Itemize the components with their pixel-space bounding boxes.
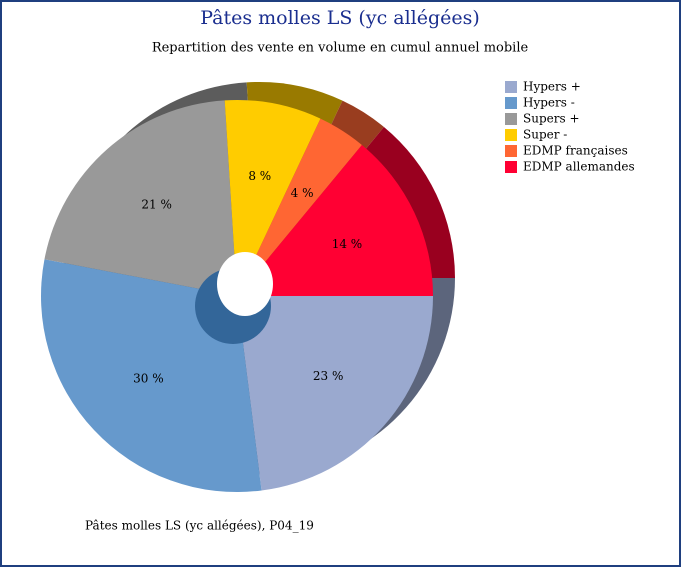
- legend-swatch: [505, 161, 517, 173]
- hole: [217, 252, 273, 316]
- legend-label: Hypers +: [523, 80, 581, 94]
- chart-title: Pâtes molles LS (yc allégées): [200, 7, 480, 29]
- data-label: 23 %: [313, 369, 344, 383]
- note: Pâtes molles LS (yc allégées), P04_19: [85, 519, 314, 533]
- slice: [44, 100, 238, 296]
- legend-swatch: [505, 97, 517, 109]
- legend-label: EDMP allemandes: [523, 160, 635, 174]
- legend-label: Super -: [523, 128, 567, 142]
- slice: [224, 100, 321, 297]
- legend-swatch: [505, 129, 517, 141]
- legend-label: EDMP françaises: [523, 144, 628, 158]
- legend-swatch: [505, 113, 517, 125]
- legend-swatch: [505, 81, 517, 93]
- slice: [237, 118, 362, 296]
- data-label: 8 %: [248, 169, 271, 183]
- data-label: 30 %: [133, 372, 164, 386]
- legend-label: Supers +: [523, 112, 580, 126]
- legend-label: Hypers -: [523, 96, 575, 110]
- data-label: 14 %: [332, 237, 363, 251]
- data-label: 21 %: [141, 197, 172, 211]
- legend-swatch: [505, 145, 517, 157]
- slice: [237, 296, 433, 491]
- slice: [237, 144, 433, 296]
- chart-subtitle: Repartition des vente en volume en cumul…: [152, 41, 529, 56]
- data-label: 4 %: [291, 186, 314, 200]
